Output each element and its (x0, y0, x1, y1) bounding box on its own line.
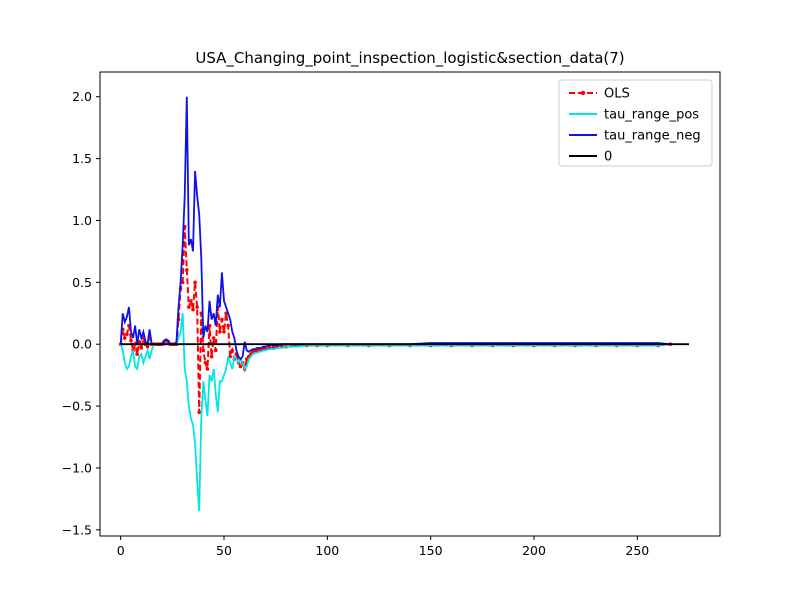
ols-marker (145, 344, 150, 349)
ols-marker (185, 268, 189, 272)
plot-area (118, 96, 689, 512)
ols-marker (220, 317, 224, 322)
axes-frame (99, 71, 721, 537)
ols-marker (139, 346, 144, 350)
x-tick-label: 50 (216, 543, 232, 558)
x-tick-label: 150 (419, 543, 443, 558)
ols-marker (187, 305, 191, 309)
ols-marker (135, 352, 139, 356)
ols-marker (226, 323, 230, 328)
ols-marker (193, 280, 197, 285)
legend-box (558, 79, 713, 167)
legend: OLS tau_range_pos tau_range_neg 0 (558, 79, 713, 167)
ols-marker (218, 330, 222, 334)
x-tick-label: 250 (625, 543, 649, 558)
ols-marker (189, 299, 193, 303)
ols-marker (197, 410, 201, 415)
y-tick-label: −1.0 (62, 460, 92, 475)
x-tick-label: 0 (117, 543, 125, 558)
y-tick-label: 0.0 (72, 337, 92, 352)
ols-marker (180, 280, 185, 285)
y-tick-label: 2.0 (72, 89, 92, 104)
axes: 0 50 100 150 200 250 −1.5 −1.0 −0.5 0.0 0.5 1.0 1.5 2… (62, 71, 721, 558)
chart-title: USA_Changing_point_inspection_logistic&s… (195, 49, 624, 68)
y-tick-label: 1.0 (72, 213, 92, 228)
ols-marker (129, 338, 133, 343)
x-tick-label: 100 (315, 543, 339, 558)
ols-marker (205, 367, 210, 371)
ols-marker (201, 348, 206, 353)
legend-label: 0 (604, 150, 612, 165)
ols-marker (123, 336, 127, 340)
y-tick-label: 1.5 (72, 151, 92, 166)
legend-label: OLS (604, 87, 630, 102)
ols-marker (191, 307, 195, 312)
ols-marker (238, 364, 243, 369)
x-tick-label: 200 (522, 543, 546, 558)
ols-marker (195, 305, 199, 309)
ols-marker (230, 348, 235, 353)
ols-marker (213, 348, 218, 353)
y-tick-label: −0.5 (62, 399, 92, 414)
ols-marker (209, 354, 214, 359)
ols-marker (211, 336, 216, 340)
y-tick-label: −1.5 (62, 522, 92, 537)
y-tick-label: 0.5 (72, 275, 92, 290)
ols-marker (125, 332, 129, 337)
legend-marker (580, 90, 586, 96)
ols-marker (203, 360, 208, 365)
legend-label: tau_range_pos (604, 108, 699, 123)
ols-marker (222, 330, 226, 334)
legend-label: tau_range_neg (604, 129, 701, 144)
